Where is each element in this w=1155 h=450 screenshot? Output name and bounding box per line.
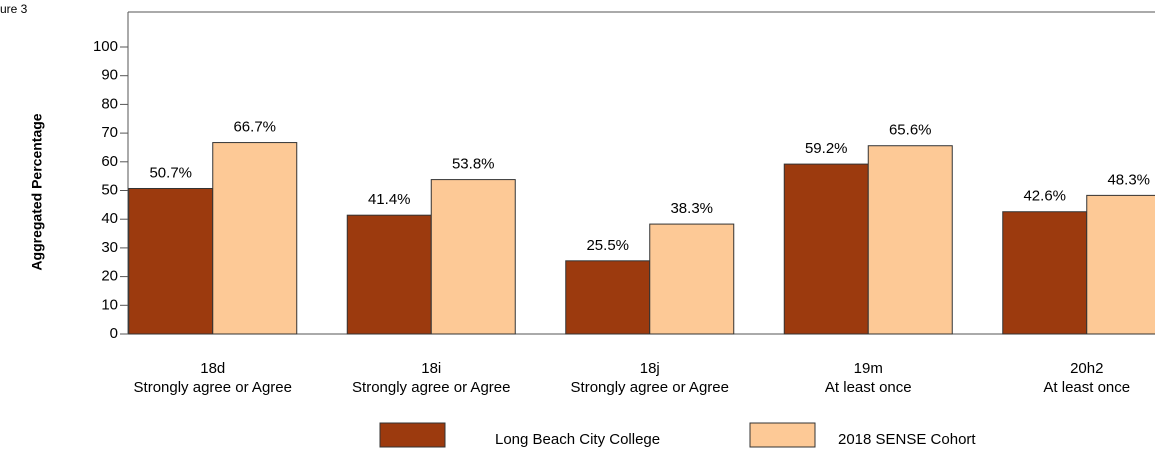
bar xyxy=(430,179,516,335)
caption: ure 3 xyxy=(0,2,28,16)
bar xyxy=(1002,211,1088,335)
y-tick-label: 40 xyxy=(101,210,118,227)
bar xyxy=(212,142,298,335)
value-label: 50.7% xyxy=(149,164,192,181)
x-tick-label: At least once xyxy=(825,379,912,396)
value-label: 59.2% xyxy=(805,140,848,157)
y-axis-label: Aggregated Percentage xyxy=(29,113,45,270)
value-label: 66.7% xyxy=(233,119,276,136)
value-label: 53.8% xyxy=(452,156,495,173)
x-tick-label: 19m xyxy=(854,360,883,377)
x-tick-label: At least once xyxy=(1043,379,1130,396)
y-tick-label: 100 xyxy=(93,38,118,55)
y-tick-label: 60 xyxy=(101,153,118,170)
legend-swatch xyxy=(379,422,446,448)
x-tick-label: Strongly agree or Agree xyxy=(571,379,729,396)
x-tick-label: 18j xyxy=(640,360,660,377)
bar xyxy=(1086,194,1155,335)
value-label: 38.3% xyxy=(670,200,713,217)
value-label: 41.4% xyxy=(368,191,411,208)
y-tick-label: 30 xyxy=(101,239,118,256)
bar xyxy=(867,145,953,335)
bar xyxy=(346,214,432,335)
value-label: 25.5% xyxy=(586,237,629,254)
y-tick-label: 20 xyxy=(101,268,118,285)
x-tick-label: Strongly agree or Agree xyxy=(352,379,510,396)
value-label: 42.6% xyxy=(1023,188,1066,205)
bar xyxy=(783,163,869,335)
y-tick-label: 0 xyxy=(110,325,118,342)
bar xyxy=(128,187,214,335)
bar xyxy=(649,223,735,335)
bar xyxy=(565,260,651,335)
y-tick-label: 80 xyxy=(101,95,118,112)
legend-label: Long Beach City College xyxy=(495,431,660,448)
x-tick-label: 18d xyxy=(200,360,225,377)
value-label: 65.6% xyxy=(889,122,932,139)
value-label: 48.3% xyxy=(1107,171,1150,188)
legend-label: 2018 SENSE Cohort xyxy=(838,431,976,448)
x-tick-label: 20h2 xyxy=(1070,360,1103,377)
x-tick-label: 18i xyxy=(421,360,441,377)
x-tick-label: Strongly agree or Agree xyxy=(134,379,292,396)
legend-swatch xyxy=(749,422,816,448)
y-tick-label: 90 xyxy=(101,67,118,84)
y-tick-label: 50 xyxy=(101,181,118,198)
y-tick-label: 70 xyxy=(101,124,118,141)
y-tick-label: 10 xyxy=(101,296,118,313)
